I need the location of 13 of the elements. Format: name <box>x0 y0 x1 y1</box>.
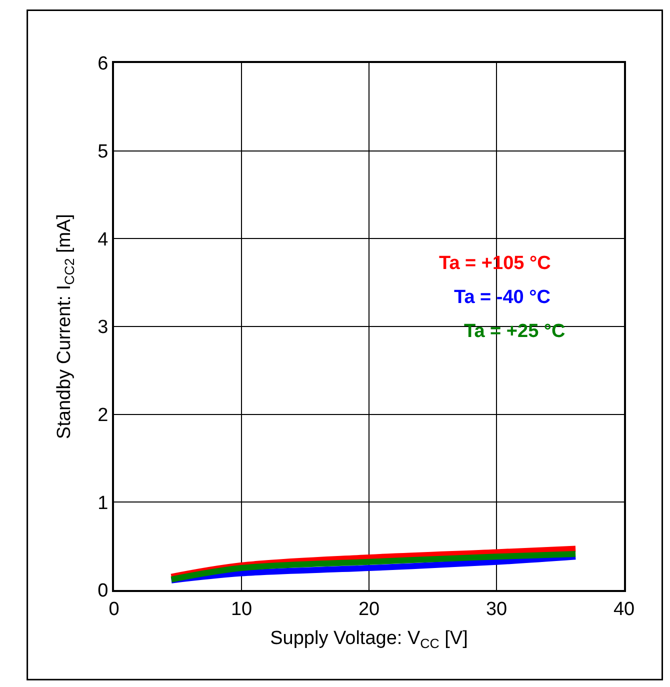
y-tick-label: 3 <box>98 317 108 338</box>
y-tick-label: 5 <box>98 141 108 162</box>
x-tick-label: 10 <box>230 598 252 620</box>
y-tick-label: 2 <box>98 404 108 426</box>
y-tick-label: 6 <box>98 54 108 75</box>
y-tick-label: 1 <box>98 492 108 514</box>
x-tick-label: 30 <box>486 598 508 620</box>
x-tick-label: 40 <box>613 598 635 620</box>
x-axis-title: Supply Voltage: V$_{CC}$ [V] <box>270 628 468 652</box>
text: Ta = -40 °C <box>454 287 551 308</box>
y-tick-label: 4 <box>98 229 109 250</box>
y-tick-label: 0 <box>98 580 108 602</box>
x-tick-label: 20 <box>358 598 380 620</box>
